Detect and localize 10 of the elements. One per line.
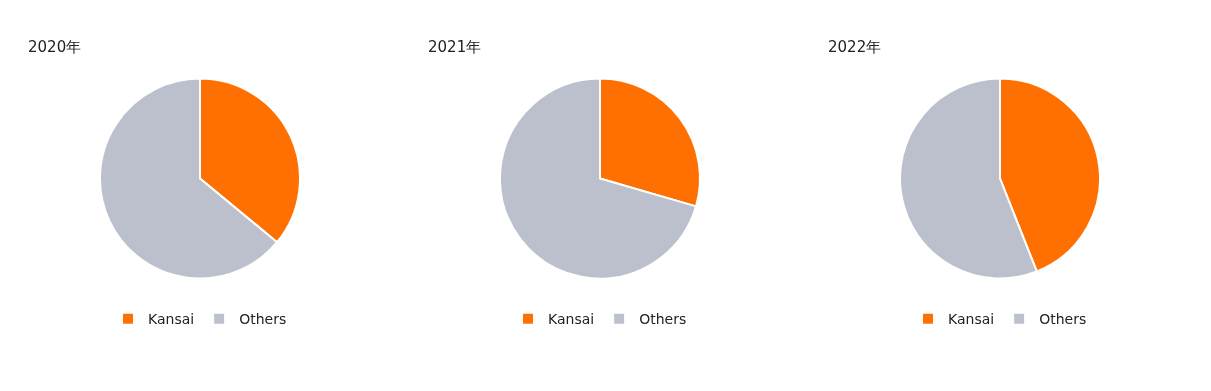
legend-label: Others (239, 311, 287, 328)
legend-label: Others (639, 311, 687, 328)
legend-label: Kansai (948, 311, 995, 328)
legend-label: Others (1039, 311, 1087, 328)
chart-title: 2020年 (28, 38, 82, 57)
chart-title: 2021年 (428, 38, 482, 57)
legend-label: Kansai (548, 311, 595, 328)
chart-title: 2022年 (828, 38, 882, 57)
legend-label: Kansai (148, 311, 195, 328)
pie-slice (499, 77, 698, 280)
